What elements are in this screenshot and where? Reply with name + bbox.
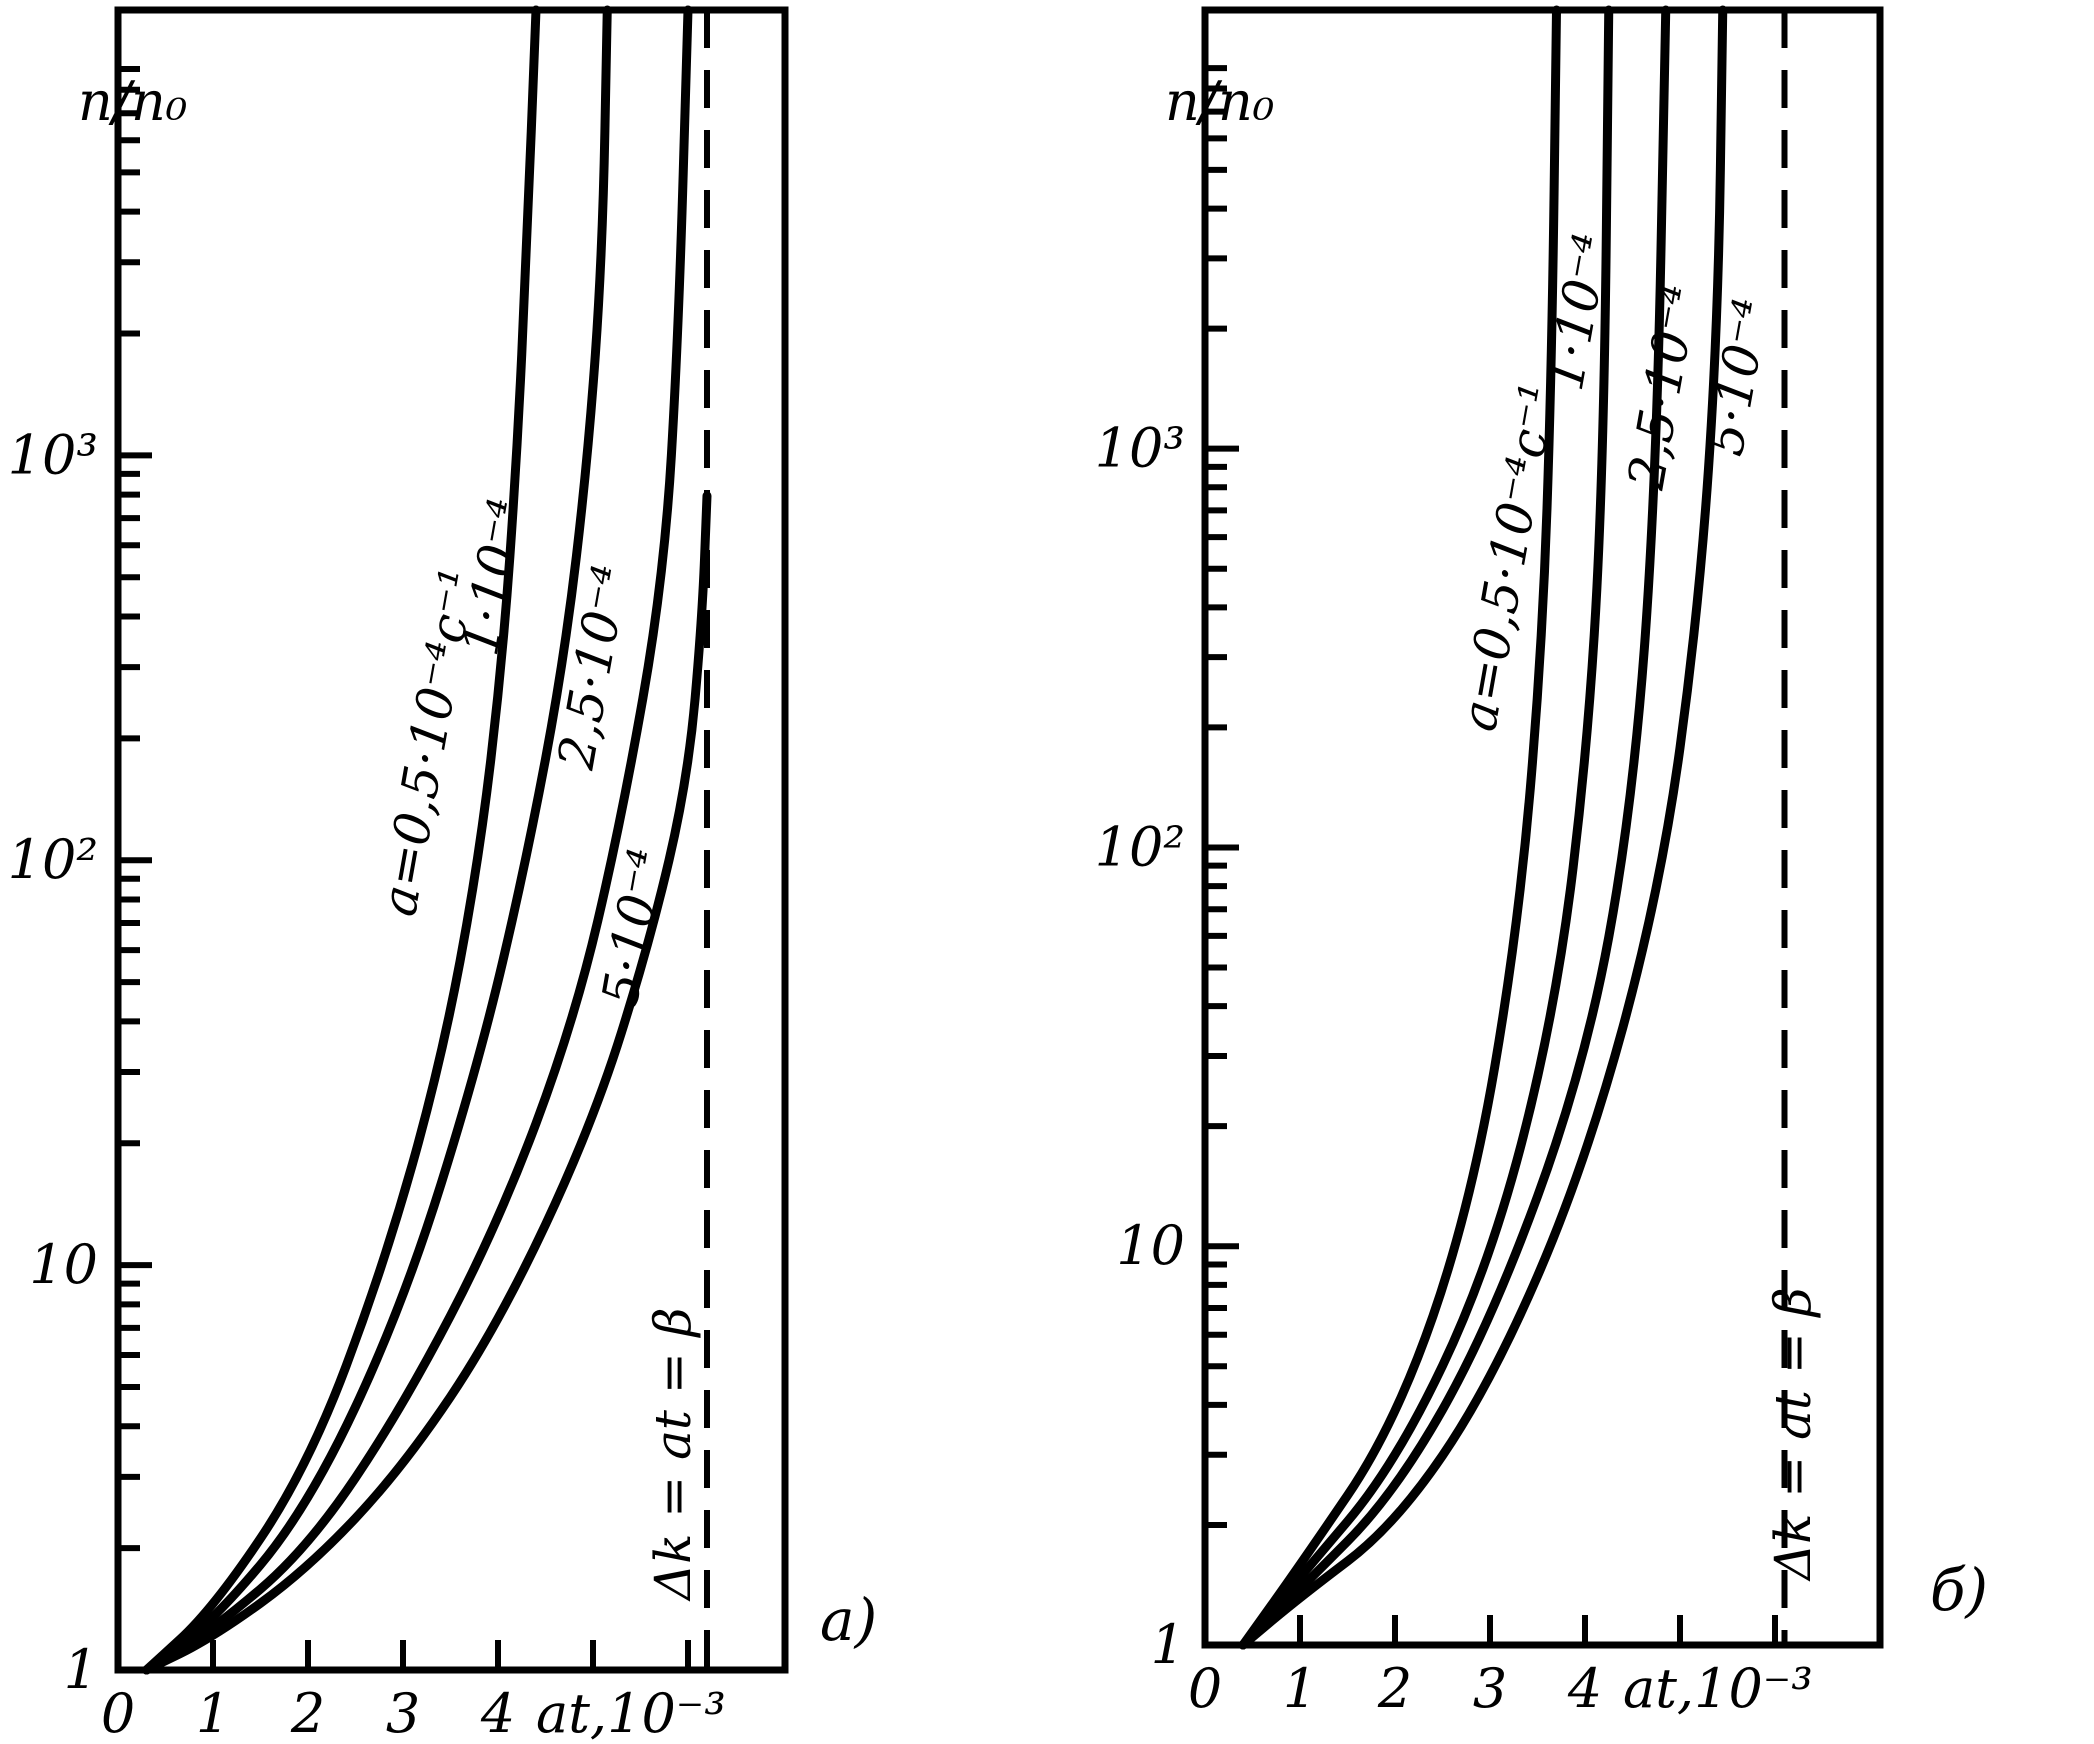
dashed-line-label: Δk = at = β xyxy=(644,1307,702,1602)
series-curve xyxy=(142,491,712,1675)
x-tick-label: 2 xyxy=(1377,1657,1412,1720)
dashed-line-label: Δk = at = β xyxy=(1764,1287,1822,1582)
panel-label: б) xyxy=(1930,1556,1988,1624)
series-curve xyxy=(1238,5,1728,1650)
y-tick-label: 10² xyxy=(1095,815,1185,878)
y-tick-label: 10 xyxy=(29,1233,98,1296)
y-tick-label: 1 xyxy=(64,1638,98,1701)
series-curve xyxy=(142,5,693,1675)
series-label: 5·10⁻⁴ xyxy=(1696,294,1781,459)
y-tick-label: 10³ xyxy=(8,423,98,486)
series-curve xyxy=(1238,5,1561,1650)
series-curve xyxy=(142,5,612,1675)
x-tick-label: 4 xyxy=(1567,1657,1602,1720)
x-axis-title: at,10⁻³ xyxy=(536,1682,726,1744)
x-tick-label: 0 xyxy=(101,1682,135,1744)
x-tick-label: 3 xyxy=(386,1682,420,1744)
series-label: 1·10⁻⁴ xyxy=(451,494,536,659)
x-tick-label: 3 xyxy=(1473,1657,1507,1720)
series-curve xyxy=(1238,5,1614,1650)
y-tick-label: 10 xyxy=(1116,1214,1185,1277)
series-curve xyxy=(1238,5,1671,1650)
series-label: 2,5·10⁻⁴ xyxy=(1617,281,1710,494)
y-axis-title: n/n₀ xyxy=(1165,70,1274,133)
x-tick-label: 1 xyxy=(196,1682,230,1744)
x-tick-label: 2 xyxy=(290,1682,325,1744)
x-axis-title: at,10⁻³ xyxy=(1623,1657,1813,1720)
y-axis-title: n/n₀ xyxy=(78,70,187,133)
plot-frame xyxy=(114,6,789,1674)
y-tick-label: 1 xyxy=(1151,1613,1185,1676)
y-tick-label: 10³ xyxy=(1095,417,1185,480)
series-label: 5·10⁻⁴ xyxy=(591,844,676,1009)
x-tick-label: 1 xyxy=(1283,1657,1317,1720)
panel-label: a) xyxy=(820,1586,877,1654)
series-curve xyxy=(142,5,541,1675)
plot-frame xyxy=(1201,6,1884,1649)
x-tick-label: 0 xyxy=(1188,1657,1222,1720)
x-tick-label: 4 xyxy=(480,1682,515,1744)
y-tick-label: 10² xyxy=(8,828,98,891)
